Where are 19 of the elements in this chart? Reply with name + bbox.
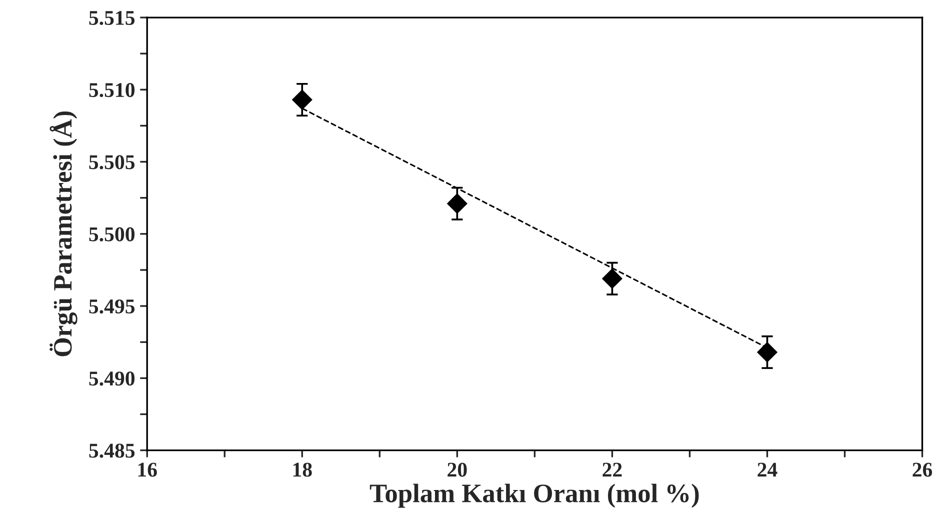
x-tick-label: 24	[758, 462, 778, 477]
x-tick-label: 26	[912, 462, 932, 477]
y-axis-title: Örgü Parametresi (Å)	[50, 111, 78, 356]
y-tick-label: 5.485	[89, 444, 135, 458]
y-tick-label: 5.500	[89, 227, 135, 242]
point	[446, 193, 468, 214]
y-tick-label: 5.495	[89, 299, 135, 314]
x-tick-label: 18	[293, 462, 312, 477]
x-tick-label: 20	[448, 462, 467, 477]
point	[292, 89, 312, 110]
x-axis-title: Toplam Katkı Oranı (mol %)	[370, 484, 699, 508]
y-tick-label: 5.510	[89, 83, 135, 98]
point	[602, 268, 622, 289]
y-tick-label: 5.515	[89, 11, 135, 26]
y-tick-label: 5.490	[89, 372, 135, 386]
y-tick-label: 5.505	[89, 155, 135, 170]
point	[756, 342, 778, 362]
x-tick-label: 22	[602, 462, 622, 477]
x-tick-label: 16	[138, 462, 157, 477]
